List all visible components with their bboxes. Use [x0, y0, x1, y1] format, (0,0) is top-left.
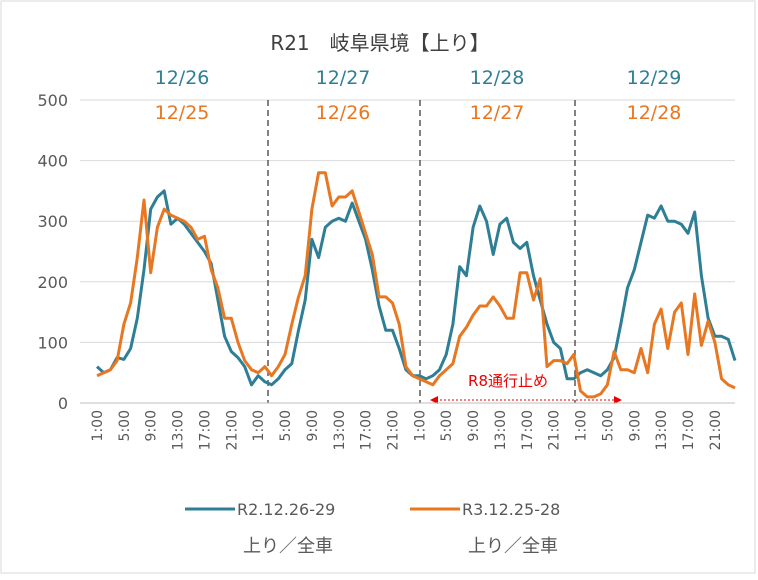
x-tick-label: 13:00: [654, 410, 670, 450]
day-label-top: 12/26: [155, 67, 210, 89]
legend-label: R2.12.26-29: [237, 500, 335, 519]
x-tick-label: 1:00: [251, 410, 267, 441]
x-tick-label: 9:00: [144, 410, 160, 441]
day-label-top: 12/29: [627, 67, 682, 89]
x-tick-label: 17:00: [520, 410, 536, 450]
x-tick-label: 5:00: [278, 410, 294, 441]
day-label-bottom: 12/26: [316, 102, 371, 124]
day-label-top: 12/28: [470, 67, 525, 89]
x-tick-label: 1:00: [90, 410, 106, 441]
closure-arrow: R8通行止め: [430, 372, 622, 404]
y-tick-label: 400: [37, 152, 68, 171]
x-tick-label: 21:00: [385, 410, 401, 450]
x-tick-label: 1:00: [574, 410, 590, 441]
annotation: R8通行止め: [468, 372, 548, 390]
x-tick-label: 13:00: [493, 410, 509, 450]
day-label-bottom: 12/25: [155, 102, 210, 124]
x-tick-label: 17:00: [197, 410, 213, 450]
x-tick-label: 5:00: [117, 410, 133, 441]
y-tick-label: 100: [37, 333, 68, 352]
x-tick-label: 21:00: [547, 410, 563, 450]
day-label-bottom: 12/27: [470, 102, 525, 124]
x-tick-label: 5:00: [439, 410, 455, 441]
legend-sublabel: 上り／全車: [243, 536, 333, 557]
day-label-top: 12/27: [316, 67, 371, 89]
day-dividers: [267, 100, 576, 403]
x-tick-label: 17:00: [681, 410, 697, 450]
day-label-bottom: 12/28: [627, 102, 682, 124]
legend-sublabel: 上り／全車: [468, 536, 558, 557]
x-tick-label: 21:00: [708, 410, 724, 450]
y-tick-label: 200: [37, 273, 68, 292]
x-tick-label: 9:00: [627, 410, 643, 441]
x-tick-label: 9:00: [466, 410, 482, 441]
y-tick-label: 300: [37, 212, 68, 231]
series-line: [96, 171, 736, 399]
y-tick-label: 500: [37, 91, 68, 110]
x-tick-label: 1:00: [412, 410, 428, 441]
x-tick-label: 5:00: [600, 410, 616, 441]
y-tick-label: 0: [58, 394, 68, 413]
legend-label: R3.12.25-28: [462, 500, 560, 519]
chart-title: R21 岐阜県境【上り】: [270, 31, 489, 55]
x-tick-label: 13:00: [171, 410, 187, 450]
x-tick-label: 17:00: [359, 410, 375, 450]
x-tick-label: 13:00: [332, 410, 348, 450]
x-tick-label: 9:00: [305, 410, 321, 441]
x-tick-label: 21:00: [224, 410, 240, 450]
